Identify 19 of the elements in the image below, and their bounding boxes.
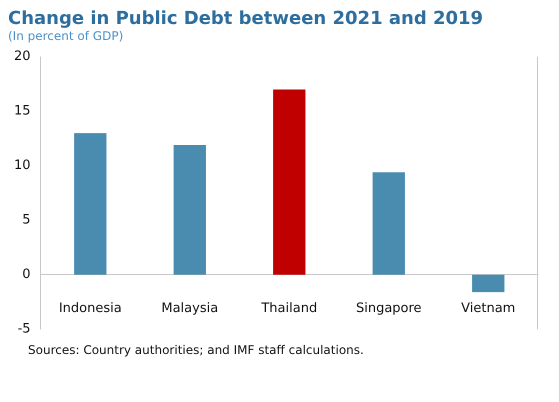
x-tick-label: Vietnam (461, 300, 516, 316)
bar (74, 133, 106, 275)
y-tick-label: 15 (14, 104, 31, 119)
y-tick-label: 5 (22, 212, 31, 228)
bar (174, 145, 206, 275)
x-tick-label: Malaysia (161, 300, 218, 316)
bar (273, 89, 306, 275)
y-tick-label: 20 (14, 49, 31, 64)
bar (372, 172, 405, 275)
chart-subtitle: (In percent of GDP) (8, 29, 124, 43)
bar (472, 274, 504, 292)
chart-title: Change in Public Debt between 2021 and 2019 (8, 8, 484, 29)
y-tick-label: 0 (22, 267, 31, 282)
x-tick-label: Thailand (260, 300, 318, 316)
source-note: Sources: Country authorities; and IMF staff calculations. (28, 343, 365, 357)
y-tick-label: 10 (14, 158, 31, 174)
y-tick-label: -5 (18, 322, 31, 337)
x-tick-label: Singapore (356, 300, 422, 316)
x-tick-label: Indonesia (58, 300, 122, 316)
